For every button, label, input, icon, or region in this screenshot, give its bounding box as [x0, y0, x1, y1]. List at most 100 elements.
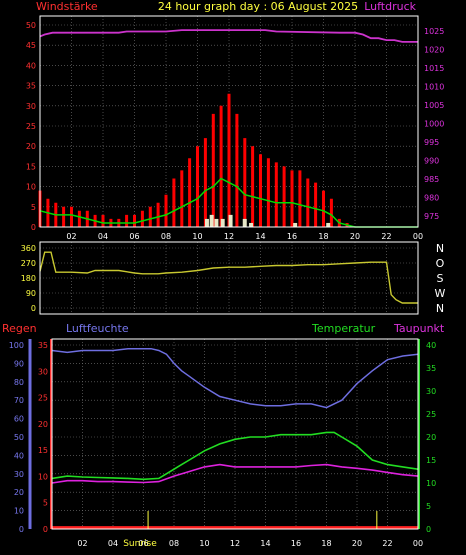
pressure-y-tick-label: 1015 — [424, 64, 444, 73]
top-x-tick-label: 10 — [192, 232, 202, 241]
humidity-y-tick-label: 80 — [14, 378, 24, 387]
direction-compass-label: W — [435, 287, 446, 300]
wind-y-tick-label: 40 — [26, 61, 36, 70]
pressure-y-tick-label: 1020 — [424, 45, 444, 54]
wind-direction-chart: 0 N 90 O 180 S 270 W 360 N — [21, 241, 446, 315]
pressure-y-tick-label: 1005 — [424, 101, 444, 110]
top-x-tick-label: 08 — [161, 232, 171, 241]
wind-y-tick-label: 35 — [26, 82, 36, 91]
wind-y-tick-label: 15 — [26, 162, 36, 171]
rain-y-tick-label: 30 — [38, 367, 48, 376]
temperature-y-tick-label: 30 — [426, 387, 436, 396]
bottom-x-tick-label: 22 — [382, 539, 392, 548]
rain-y-tick-label: 20 — [38, 420, 48, 429]
top-x-tick-label: 12 — [224, 232, 234, 241]
wind-pressure-chart: Windstärke 24 hour graph day : 06 August… — [26, 0, 445, 241]
top-plot-frame — [39, 15, 419, 228]
dewpoint-line — [51, 463, 419, 484]
bottom-x-tick-label: 04 — [108, 539, 118, 548]
humidity-y-tick-label: 10 — [14, 507, 24, 516]
humidity-y-tick-label: 20 — [14, 488, 24, 497]
humidity-y-tick-label: 70 — [14, 396, 24, 405]
humidity-y-tick-label: 50 — [14, 433, 24, 442]
direction-y-tick-label: 270 — [21, 259, 36, 268]
wind-y-tick-label: 50 — [26, 21, 36, 30]
rain-bar — [209, 214, 214, 227]
direction-y-tick-label: 0 — [31, 304, 36, 313]
direction-y-tick-label: 180 — [21, 274, 36, 283]
top-x-tick-label: 14 — [255, 232, 265, 241]
direction-y-tick-label: 360 — [21, 244, 36, 253]
rain-bar — [326, 222, 331, 227]
top-x-tick-label: 16 — [287, 232, 297, 241]
wind-y-tick-label: 20 — [26, 142, 36, 151]
temperature-y-tick-label: 5 — [426, 502, 431, 511]
temperature-y-tick-label: 35 — [426, 364, 436, 373]
wind-y-tick-label: 5 — [31, 203, 36, 212]
rain-y-tick-label: 10 — [38, 472, 48, 481]
chart-title: 24 hour graph day : 06 August 2025 — [158, 0, 358, 13]
rain-y-tick-label: 5 — [43, 499, 48, 508]
humidity-y-tick-label: 30 — [14, 470, 24, 479]
bottom-x-tick-label: 08 — [169, 539, 179, 548]
direction-compass-label: N — [436, 242, 444, 255]
rain-bar — [228, 214, 233, 227]
wind-y-tick-label: 25 — [26, 122, 36, 131]
pressure-y-tick-label: 995 — [424, 138, 439, 147]
rain-y-tick-label: 35 — [38, 341, 48, 350]
pressure-y-tick-label: 975 — [424, 212, 439, 221]
humidity-y-tick-label: 90 — [14, 359, 24, 368]
rain-axis-label: Regen — [2, 322, 37, 335]
pressure-y-tick-label: 1010 — [424, 82, 444, 91]
rain-bar — [220, 218, 225, 227]
humidity-axis-label: Luftfeuchte — [66, 322, 129, 335]
top-x-tick-label: 00 — [413, 232, 423, 241]
rain-bar — [293, 222, 298, 227]
rain-bar — [249, 222, 254, 227]
pressure-y-tick-label: 980 — [424, 193, 439, 202]
bottom-plot-frame — [51, 338, 419, 530]
wind-direction-line — [39, 251, 418, 304]
wind-y-tick-label: 0 — [31, 223, 36, 232]
humidity-y-tick-label: 40 — [14, 451, 24, 460]
temperature-y-tick-label: 40 — [426, 341, 436, 350]
dewpoint-axis-label: Taupunkt — [393, 322, 445, 335]
direction-compass-label: N — [436, 302, 444, 315]
temperature-y-tick-label: 0 — [426, 525, 431, 534]
top-x-tick-label: 18 — [318, 232, 328, 241]
bottom-x-tick-label: 10 — [199, 539, 209, 548]
bottom-x-tick-label: 02 — [77, 539, 87, 548]
wind-axis-label: Windstärke — [36, 0, 98, 13]
direction-compass-label: S — [437, 272, 444, 285]
humidity-y-tick-label: 100 — [9, 341, 24, 350]
top-x-tick-label: 06 — [129, 232, 139, 241]
pressure-line — [39, 29, 418, 43]
temperature-y-tick-label: 15 — [426, 456, 436, 465]
top-x-tick-label: 20 — [350, 232, 360, 241]
top-x-tick-label: 04 — [98, 232, 108, 241]
mid-plot-frame — [39, 241, 419, 315]
pressure-y-tick-label: 1000 — [424, 119, 444, 128]
temperature-line — [51, 431, 419, 481]
rain-bar — [214, 218, 219, 227]
wind-y-tick-label: 10 — [26, 183, 36, 192]
pressure-axis-label: Luftdruck — [364, 0, 416, 13]
pressure-y-tick-label: 1025 — [424, 27, 444, 36]
rain-y-tick-label: 0 — [43, 525, 48, 534]
pressure-y-tick-label: 990 — [424, 156, 439, 165]
humidity-y-tick-label: 0 — [19, 525, 24, 534]
rain-y-tick-label: 15 — [38, 446, 48, 455]
bottom-x-tick-label: 12 — [230, 539, 240, 548]
rain-bar — [242, 218, 247, 227]
pressure-y-tick-label: 985 — [424, 175, 439, 184]
direction-compass-label: O — [436, 257, 445, 270]
wind-y-tick-label: 30 — [26, 102, 36, 111]
bottom-x-tick-label: 16 — [291, 539, 301, 548]
bottom-x-tick-label: 20 — [352, 539, 362, 548]
bottom-x-tick-label: 00 — [413, 539, 423, 548]
temperature-axis-label: Temperatur — [311, 322, 376, 335]
wind-average-line — [39, 177, 418, 228]
temperature-y-tick-label: 10 — [426, 479, 436, 488]
humidity-temperature-chart: Regen Luftfeuchte Temperatur Taupunkt 02… — [2, 322, 445, 549]
